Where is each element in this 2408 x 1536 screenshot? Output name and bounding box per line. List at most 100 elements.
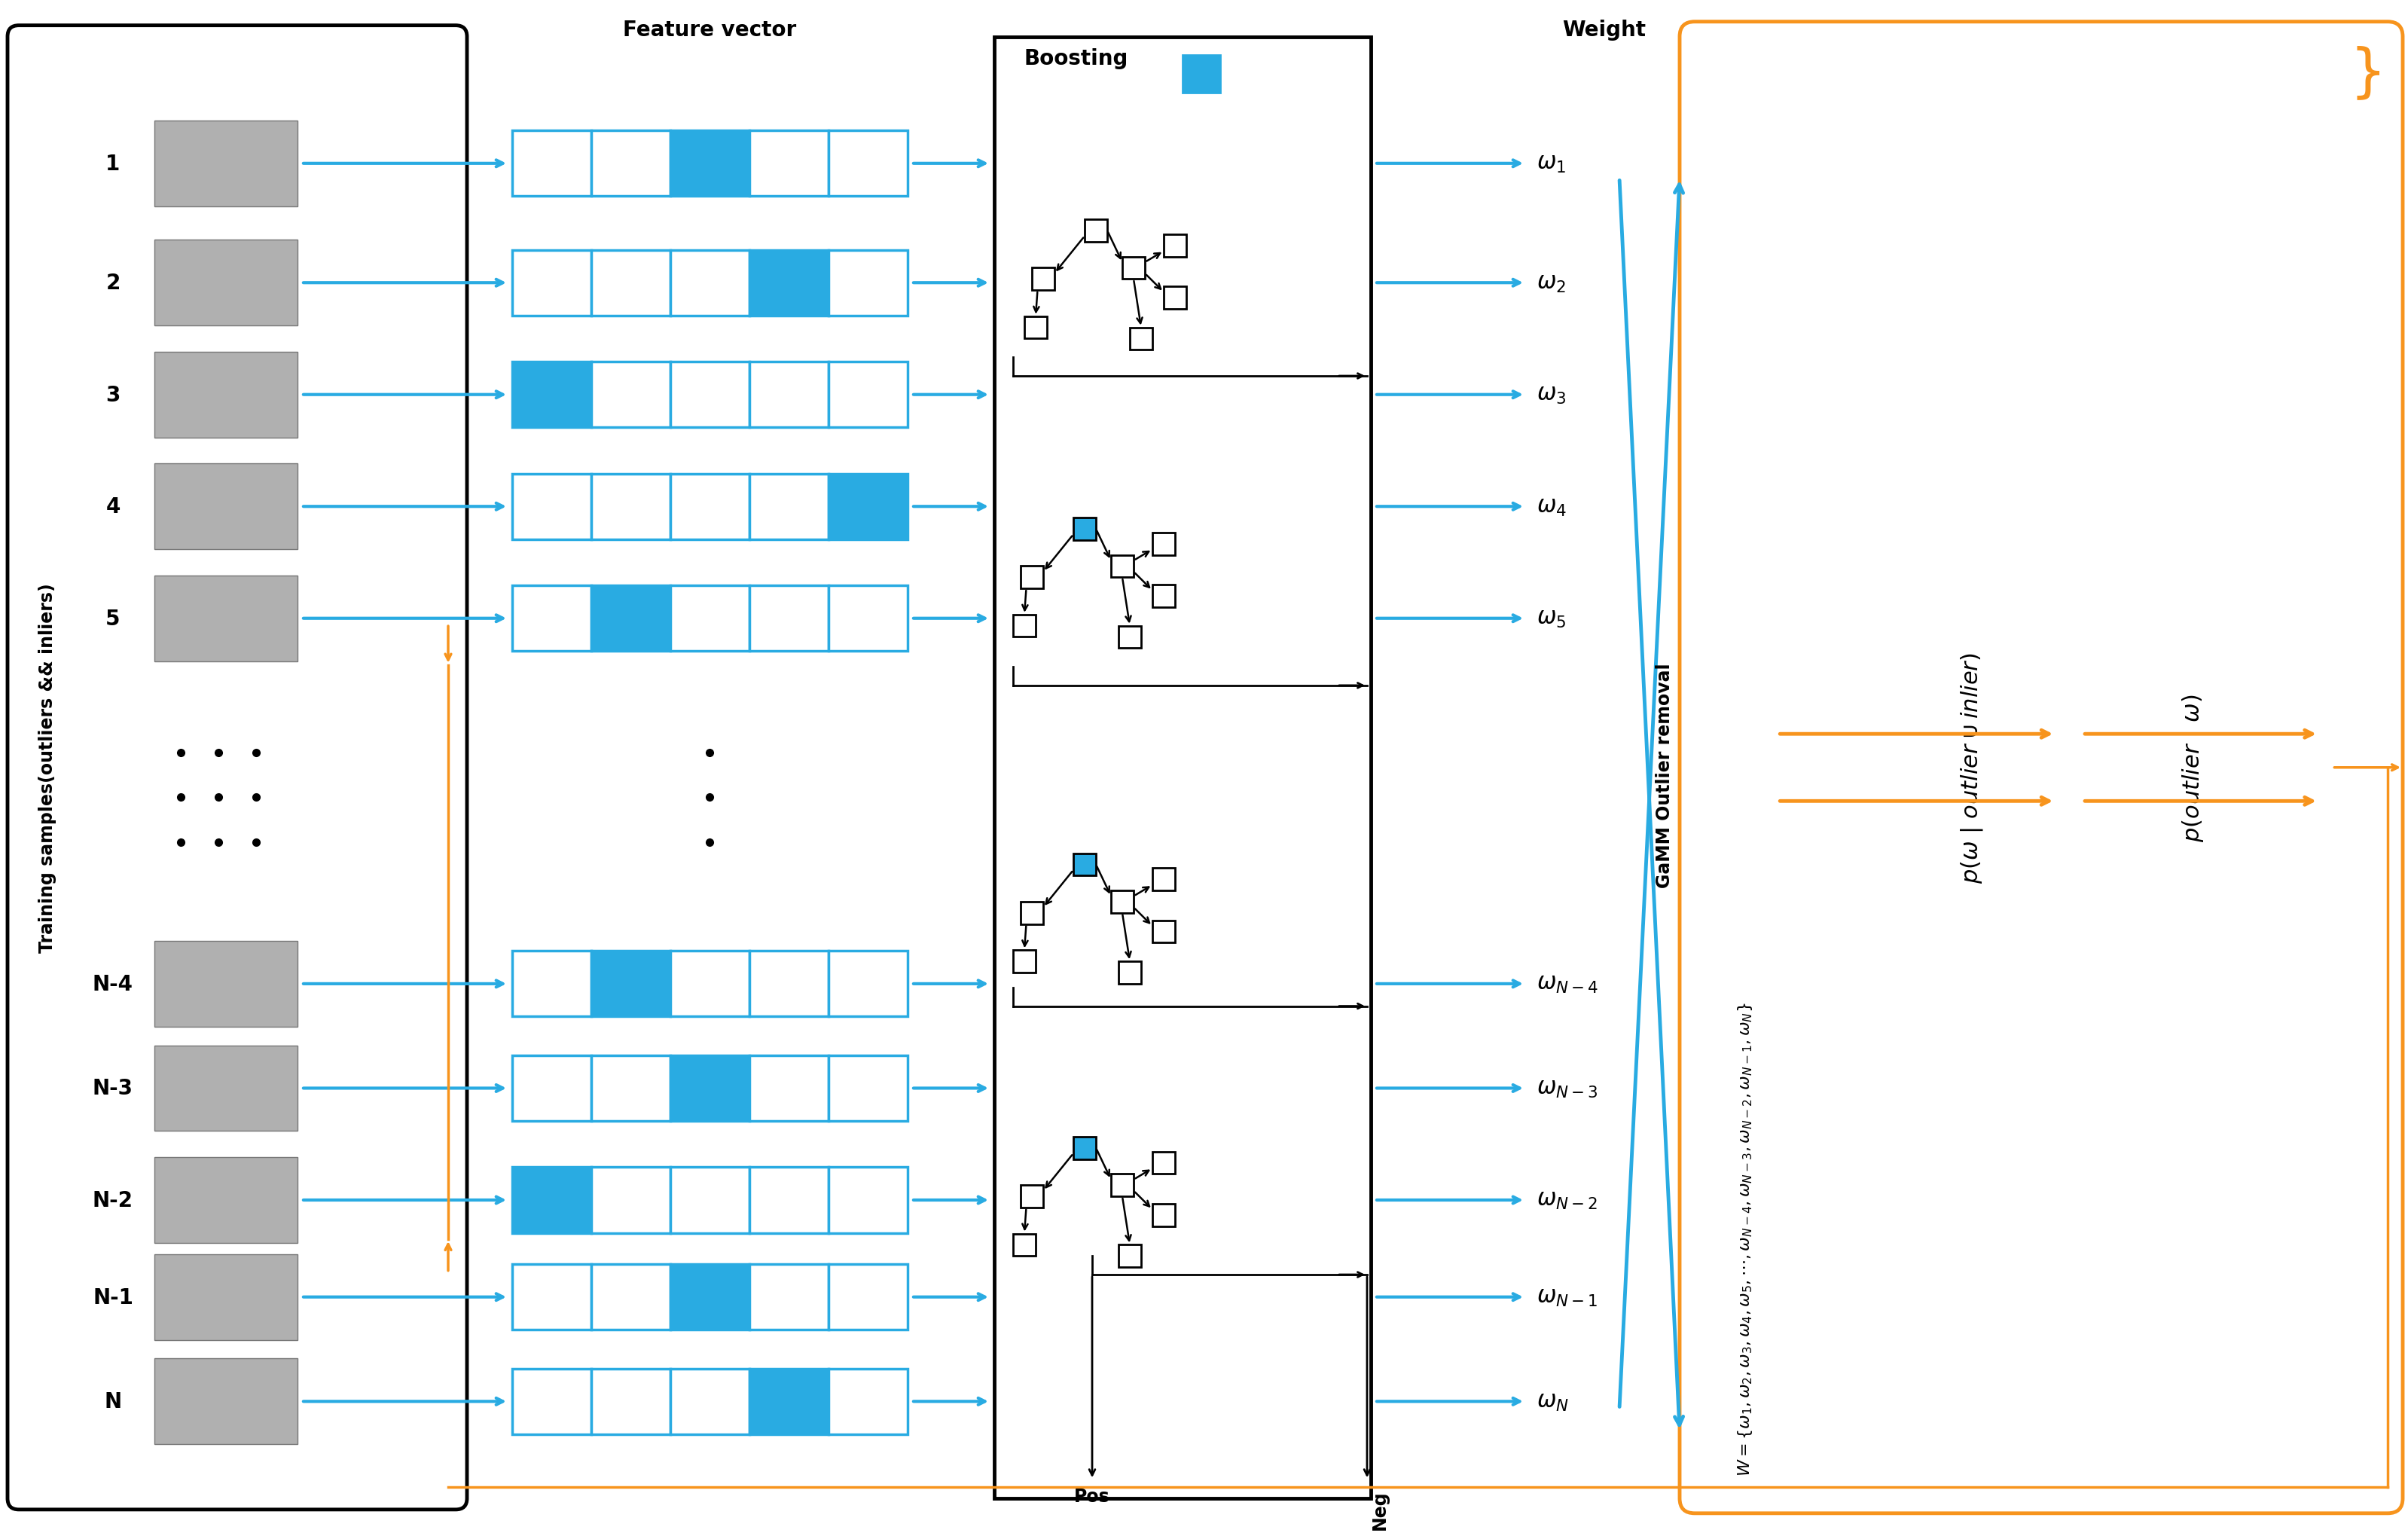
- Bar: [669, 1167, 749, 1233]
- Text: $\omega_{N-2}$: $\omega_{N-2}$: [1536, 1189, 1599, 1210]
- Bar: [1023, 316, 1047, 339]
- Text: $\omega_2$: $\omega_2$: [1536, 272, 1565, 295]
- Bar: [749, 362, 828, 429]
- Bar: [154, 1046, 299, 1130]
- Bar: [1021, 1186, 1043, 1207]
- Bar: [1163, 287, 1187, 309]
- Text: Neg: Neg: [1370, 1490, 1389, 1528]
- Bar: [154, 1157, 299, 1243]
- Bar: [828, 131, 908, 197]
- Text: $p(\omega\ |\ outlier \cup inlier)$: $p(\omega\ |\ outlier \cup inlier)$: [1960, 653, 1984, 883]
- Bar: [1153, 1152, 1175, 1174]
- Bar: [1153, 920, 1175, 943]
- Text: N-4: N-4: [92, 974, 132, 994]
- Text: N-3: N-3: [92, 1078, 132, 1098]
- Bar: [154, 352, 299, 438]
- Bar: [1014, 1233, 1035, 1256]
- Bar: [828, 1167, 908, 1233]
- Text: $\omega_{N-4}$: $\omega_{N-4}$: [1536, 974, 1599, 995]
- Bar: [749, 1369, 828, 1435]
- Bar: [828, 951, 908, 1017]
- Bar: [1084, 220, 1108, 243]
- Bar: [154, 576, 299, 662]
- Bar: [592, 131, 669, 197]
- FancyBboxPatch shape: [7, 26, 467, 1510]
- Text: $\omega_N$: $\omega_N$: [1536, 1390, 1570, 1413]
- Bar: [1021, 567, 1043, 588]
- Text: Weight: Weight: [1563, 20, 1647, 41]
- Bar: [828, 1369, 908, 1435]
- Text: Pos: Pos: [1074, 1487, 1110, 1505]
- Bar: [592, 475, 669, 539]
- Text: GaMM Outlier removal: GaMM Outlier removal: [1657, 664, 1674, 888]
- Bar: [513, 131, 592, 197]
- Bar: [749, 131, 828, 197]
- Bar: [669, 131, 749, 197]
- Text: 1: 1: [106, 154, 120, 175]
- Bar: [749, 475, 828, 539]
- Text: $p(outlier\ |\ \omega)$: $p(outlier\ |\ \omega)$: [2182, 694, 2206, 842]
- Bar: [995, 37, 1370, 1498]
- Text: $\omega_4$: $\omega_4$: [1536, 496, 1568, 518]
- Bar: [1153, 585, 1175, 608]
- Bar: [592, 585, 669, 651]
- Text: $\}$: $\}$: [2350, 45, 2382, 101]
- Bar: [592, 951, 669, 1017]
- Bar: [828, 362, 908, 429]
- Bar: [749, 1264, 828, 1330]
- Text: $W = \{\omega_1, \omega_2, \omega_3, \omega_4, \omega_5, \cdots,\omega_{N-4}, \o: $W = \{\omega_1, \omega_2, \omega_3, \om…: [1736, 1001, 1753, 1476]
- Bar: [669, 1369, 749, 1435]
- Bar: [669, 951, 749, 1017]
- Bar: [669, 362, 749, 429]
- Text: N: N: [104, 1392, 123, 1412]
- Bar: [669, 250, 749, 316]
- Bar: [592, 1264, 669, 1330]
- Bar: [749, 951, 828, 1017]
- Bar: [1182, 55, 1221, 94]
- Bar: [592, 362, 669, 429]
- Bar: [749, 1167, 828, 1233]
- Bar: [154, 241, 299, 326]
- Text: N-1: N-1: [92, 1287, 132, 1307]
- Bar: [749, 585, 828, 651]
- Bar: [669, 1264, 749, 1330]
- Bar: [1110, 1174, 1134, 1197]
- Text: $\omega_5$: $\omega_5$: [1536, 608, 1565, 630]
- Text: $\omega_3$: $\omega_3$: [1536, 384, 1565, 406]
- Bar: [513, 951, 592, 1017]
- Bar: [513, 1055, 592, 1121]
- Bar: [513, 1369, 592, 1435]
- Text: 4: 4: [106, 496, 120, 518]
- Bar: [513, 362, 592, 429]
- Bar: [592, 250, 669, 316]
- Bar: [1014, 614, 1035, 637]
- Text: N-2: N-2: [92, 1190, 132, 1210]
- Bar: [592, 1167, 669, 1233]
- Bar: [828, 475, 908, 539]
- Bar: [749, 250, 828, 316]
- Text: Training samples(outliers && inliers): Training samples(outliers && inliers): [39, 584, 55, 952]
- Bar: [592, 1055, 669, 1121]
- Bar: [1117, 627, 1141, 648]
- Text: Feature vector: Feature vector: [624, 20, 797, 41]
- Bar: [1153, 533, 1175, 556]
- Bar: [1153, 1204, 1175, 1226]
- Bar: [154, 1358, 299, 1444]
- Bar: [1117, 1244, 1141, 1267]
- Bar: [749, 1055, 828, 1121]
- Text: $\omega_1$: $\omega_1$: [1536, 154, 1565, 175]
- Bar: [1110, 891, 1134, 914]
- Bar: [828, 250, 908, 316]
- Bar: [1110, 556, 1134, 578]
- Bar: [1033, 269, 1055, 290]
- Bar: [1074, 854, 1096, 876]
- FancyBboxPatch shape: [1681, 23, 2403, 1513]
- Bar: [513, 250, 592, 316]
- Bar: [513, 1167, 592, 1233]
- Bar: [1122, 257, 1144, 280]
- Text: 3: 3: [106, 384, 120, 406]
- Bar: [513, 585, 592, 651]
- Bar: [1074, 1137, 1096, 1160]
- Bar: [154, 121, 299, 207]
- Bar: [828, 1264, 908, 1330]
